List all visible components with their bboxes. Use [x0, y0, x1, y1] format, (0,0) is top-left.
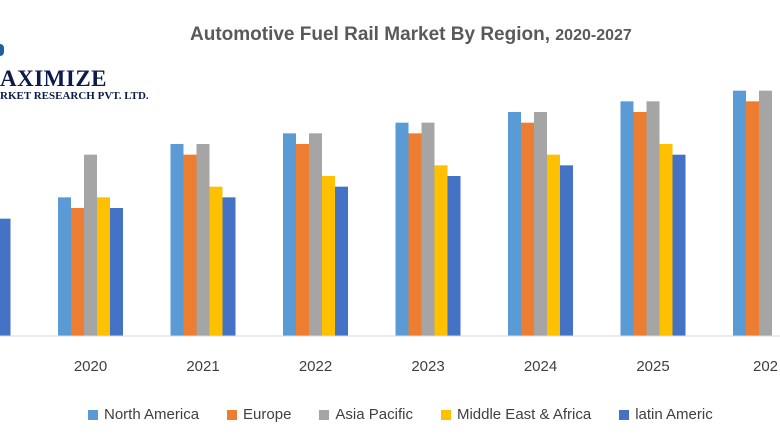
legend-label: Asia Pacific	[335, 406, 413, 423]
logo-mark-icon	[0, 44, 4, 56]
bar-middle-east-africa-2020	[97, 197, 110, 336]
legend-item-north-america: North America	[88, 406, 199, 423]
legend-item-latin-america: latin Americ	[619, 406, 713, 423]
bar-asia-pacific-2025	[646, 101, 660, 336]
bar-asia-pacific-2021	[196, 144, 210, 336]
legend-item-asia-pacific: Asia Pacific	[319, 406, 413, 423]
logo-name: AXIMIZE	[0, 66, 108, 91]
bar-asia-pacific-2020	[84, 154, 97, 336]
legend-swatch	[440, 409, 451, 420]
bar-latin-america-9	[0, 218, 11, 336]
legend-swatch	[619, 409, 630, 420]
bar-north-america-2023	[395, 122, 409, 337]
bar-europe-2023	[408, 133, 422, 336]
legend-item-middle-east-africa: Middle East & Africa	[440, 406, 592, 423]
x-tick-label: 2022	[299, 358, 332, 375]
x-tick-label: 202	[753, 358, 778, 375]
chart-title: Automotive Fuel Rail Market By Region, 2…	[190, 24, 632, 46]
bar-latin-america-2023	[447, 176, 461, 336]
legend-swatch	[227, 409, 238, 420]
bar-latin-america-2025	[672, 154, 686, 336]
bar-asia-pacific-202	[759, 90, 772, 337]
bar-latin-america-2022	[335, 186, 348, 336]
bar-asia-pacific-2024	[534, 112, 547, 336]
bar-europe-2021	[183, 154, 197, 336]
bar-middle-east-africa-2025	[659, 144, 673, 336]
bar-latin-america-2020	[110, 208, 123, 336]
bar-middle-east-africa-2024	[547, 154, 560, 336]
x-tick-label: 2020	[74, 358, 107, 375]
bar-north-america-2021	[170, 144, 184, 336]
bar-north-america-2020	[58, 197, 71, 336]
bar-north-america-2025	[620, 101, 634, 336]
chart-legend: North America Europe Asia Pacific Middle…	[88, 406, 741, 423]
bar-asia-pacific-2023	[421, 122, 435, 337]
bars-group	[0, 90, 772, 337]
x-tick-label: 2024	[524, 358, 557, 375]
x-tick-label: 2023	[411, 358, 444, 375]
bar-europe-2024	[521, 122, 534, 337]
bar-north-america-2024	[508, 112, 521, 336]
logo-subtitle: RKET RESEARCH PVT. LTD.	[0, 90, 149, 102]
legend-label: Europe	[243, 406, 292, 423]
legend-swatch	[319, 409, 330, 420]
bar-middle-east-africa-2023	[434, 165, 448, 336]
bar-europe-2020	[71, 208, 84, 336]
legend-swatch	[88, 409, 98, 420]
bar-middle-east-africa-2021	[209, 186, 223, 336]
x-tick-label: 2025	[636, 358, 669, 375]
x-tick-labels: 9202020212022202320242025202	[74, 358, 778, 375]
bar-europe-202	[746, 101, 759, 336]
x-tick-label: 2021	[186, 358, 219, 375]
bar-europe-2025	[633, 112, 647, 336]
legend-label: latin Americ	[635, 406, 713, 423]
chart-title-years: 2020-2027	[555, 27, 632, 44]
bar-latin-america-2024	[560, 165, 573, 336]
bar-asia-pacific-2022	[309, 133, 322, 336]
legend-label: Middle East & Africa	[456, 406, 592, 423]
bar-north-america-2022	[283, 133, 296, 336]
bar-latin-america-2021	[222, 197, 236, 336]
legend-item-europe: Europe	[227, 406, 291, 423]
bar-middle-east-africa-2022	[322, 176, 335, 336]
bar-north-america-202	[733, 90, 746, 337]
legend-label: North America	[104, 406, 200, 423]
chart-title-text: Automotive Fuel Rail Market By Region,	[190, 24, 550, 45]
bar-europe-2022	[296, 144, 309, 336]
